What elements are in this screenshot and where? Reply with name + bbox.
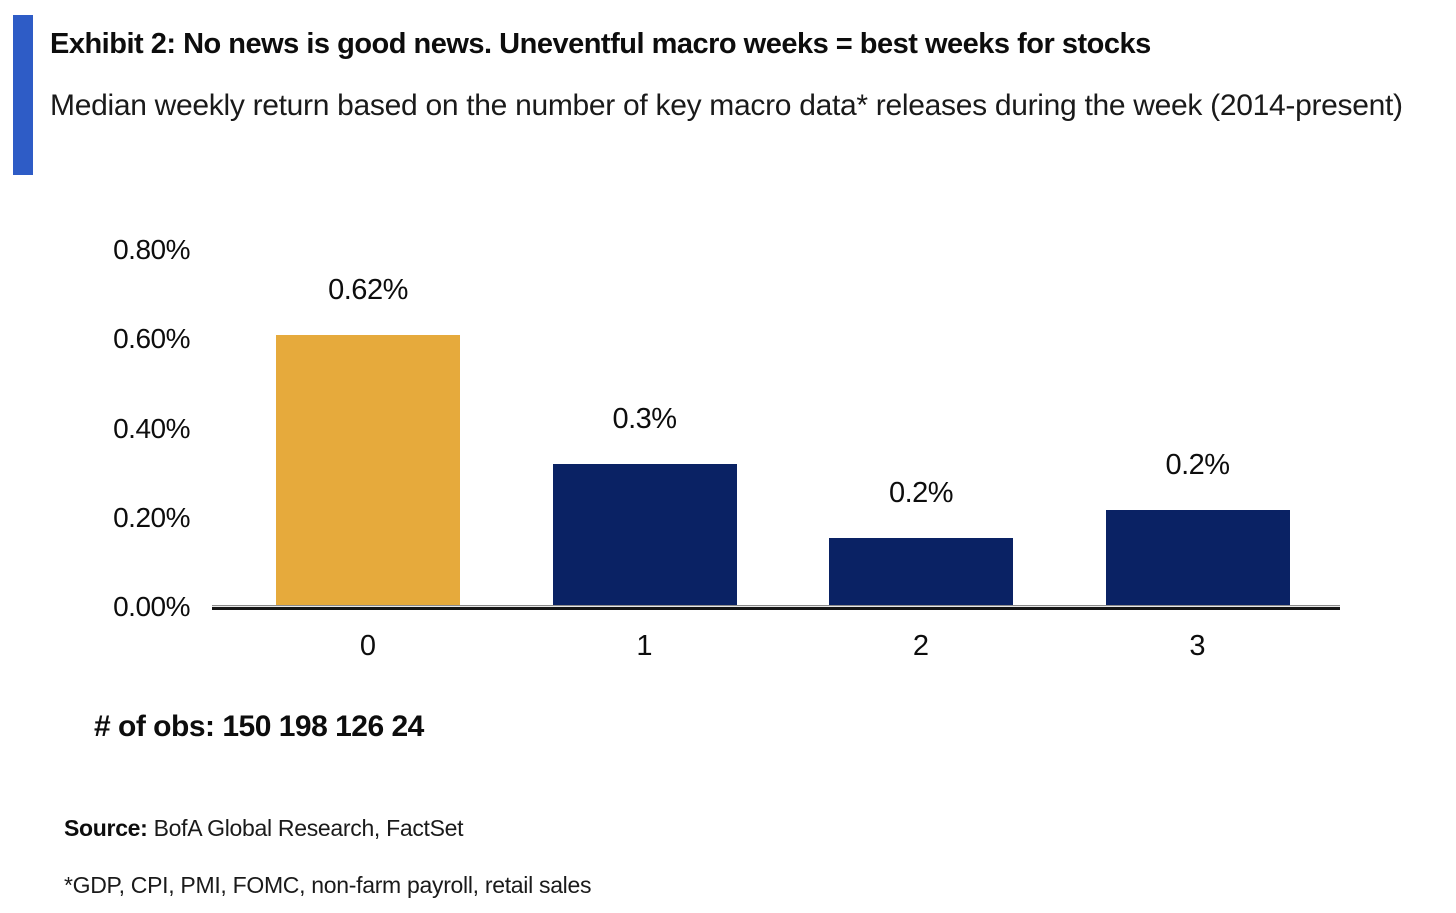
source-label: Source:	[64, 815, 148, 841]
bar-value-label: 0.2%	[1165, 449, 1230, 481]
x-axis-line	[212, 605, 1340, 610]
bar-value-label: 0.3%	[612, 403, 677, 435]
exhibit-subtitle: Median weekly return based on the number…	[50, 89, 1403, 122]
footnote: *GDP, CPI, PMI, FOMC, non-farm payroll, …	[64, 872, 592, 898]
source-line: Source: BofA Global Research, FactSet	[64, 815, 464, 842]
y-tick-label: 0.80%	[113, 234, 190, 265]
y-tick-label: 0.60%	[113, 323, 190, 355]
bar-2	[829, 538, 1013, 606]
bar-3	[1105, 510, 1290, 606]
source-text: BofA Global Research, FactSet	[147, 815, 464, 841]
exhibit-title: Exhibit 2: No news is good news. Unevent…	[50, 28, 1151, 60]
bar-1	[552, 464, 737, 606]
bar-value-label: 0.2%	[888, 477, 954, 509]
x-tick-label: 3	[1189, 630, 1206, 662]
accent-bar	[13, 15, 33, 175]
y-tick-label: 0.00%	[113, 591, 190, 622]
x-tick-label: 0	[359, 630, 377, 662]
bar-0	[276, 335, 460, 606]
bar-value-label: 0.62%	[328, 274, 408, 306]
y-tick-label: 0.40%	[113, 412, 190, 444]
obs-note: # of obs: 150 198 126 24	[94, 710, 424, 743]
x-tick-label: 1	[636, 630, 653, 662]
y-tick-label: 0.20%	[113, 501, 190, 533]
x-tick-label: 2	[912, 630, 930, 662]
bar-chart: 0.80% 0.60% 0.40% 0.20% 0.00% 0.62% 0.3% 0.2% 0…	[113, 234, 1340, 662]
